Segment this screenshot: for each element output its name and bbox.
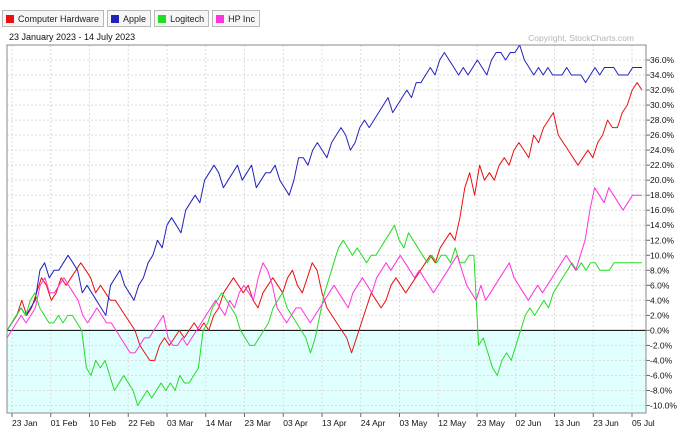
y-tick-label: 20.0% [650,175,675,185]
y-tick-label: 28.0% [650,115,675,125]
y-tick-label: 14.0% [650,220,675,230]
date-range-label: 23 January 2023 - 14 July 2023 [9,32,136,42]
x-tick-label: 23 Mar [245,418,272,428]
y-tick-label: 30.0% [650,100,675,110]
y-tick-label: 26.0% [650,130,675,140]
x-tick-label: 23 May [477,418,506,428]
legend-swatch-icon [111,14,120,23]
x-tick-label: 23 Jun [593,418,619,428]
legend-label: Apple [123,13,147,24]
y-tick-label: -2.0% [650,340,673,350]
copyright-label: Copyright, StockCharts.com [528,33,634,43]
y-tick-label: 32.0% [650,85,675,95]
x-tick-label: 24 Apr [361,418,386,428]
x-tick-label: 12 May [438,418,467,428]
legend-item[interactable]: Logitech [154,10,210,27]
legend-swatch-icon [6,14,14,23]
chart-legend: Computer Hardware Apple Logitech HP Inc [2,10,260,27]
y-tick-label: 0.0% [650,325,670,335]
series-line-logitech [6,224,642,406]
x-tick-label: 05 Jul [632,418,655,428]
x-tick-label: 14 Mar [206,418,233,428]
y-tick-label: 2.0% [650,310,670,320]
y-tick-label: 4.0% [650,295,670,305]
x-tick-label: 01 Feb [51,418,78,428]
legend-swatch-icon [158,14,167,23]
x-tick-label: 22 Feb [128,418,155,428]
y-tick-label: 36.0% [650,55,675,65]
y-tick-label: -8.0% [650,385,673,395]
y-tick-label: -6.0% [650,370,673,380]
series-line-apple [6,44,642,331]
y-tick-label: 10.0% [650,250,675,260]
legend-label: Computer Hardware [18,13,100,24]
x-tick-label: 23 Jan [12,418,38,428]
x-tick-label: 03 May [400,418,429,428]
x-tick-label: 03 Apr [283,418,308,428]
y-tick-label: -4.0% [650,355,673,365]
y-tick-label: 24.0% [650,145,675,155]
legend-item[interactable]: Apple [107,10,152,27]
legend-item[interactable]: Computer Hardware [2,10,105,27]
x-tick-label: 03 Mar [167,418,194,428]
legend-item[interactable]: HP Inc [212,10,260,27]
plot-frame [6,44,647,414]
legend-swatch-icon [216,14,225,23]
y-tick-label: 8.0% [650,265,670,275]
x-tick-label: 13 Apr [322,418,347,428]
plot-background-negative [7,330,646,413]
x-tick-label: 02 Jun [516,418,542,428]
y-tick-label: 22.0% [650,160,675,170]
y-tick-label: 6.0% [650,280,670,290]
y-tick-label: 12.0% [650,235,675,245]
y-tick-label: -10.0% [650,400,677,410]
series-line-hp-inc [6,187,642,354]
legend-label: HP Inc [228,13,255,24]
y-tick-label: 18.0% [650,190,675,200]
x-tick-label: 13 Jun [555,418,581,428]
y-tick-label: 16.0% [650,205,675,215]
legend-label: Logitech [170,13,205,24]
x-tick-label: 10 Feb [90,418,117,428]
y-tick-label: 34.0% [650,70,675,80]
plot-background-positive [7,45,646,331]
